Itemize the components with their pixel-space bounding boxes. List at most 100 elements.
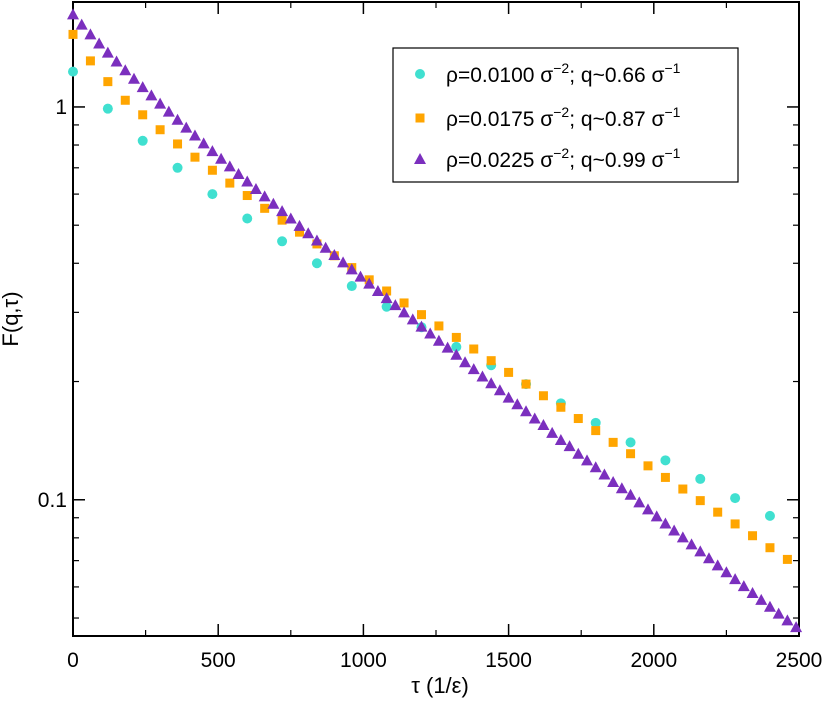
data-point-triangle <box>398 306 411 318</box>
legend-marker-triangle <box>414 153 426 164</box>
data-point-circle <box>172 162 183 173</box>
data-point-triangle <box>554 433 567 445</box>
data-point-triangle <box>188 129 201 141</box>
data-point-triangle <box>93 37 106 49</box>
data-point-square <box>451 332 461 342</box>
data-point-triangle <box>145 89 158 101</box>
data-point-circle <box>660 455 671 466</box>
data-point-triangle <box>302 227 315 239</box>
data-point-triangle <box>563 440 576 452</box>
data-point-triangle <box>328 248 341 260</box>
legend-entry-3: ρ=0.0225 σ−2; q~0.99 σ−1 <box>446 145 681 172</box>
data-point-triangle <box>154 97 167 109</box>
data-point-circle <box>242 213 253 224</box>
data-point-square <box>504 367 514 377</box>
data-point-square <box>782 554 792 564</box>
data-point-triangle <box>615 482 628 494</box>
data-point-triangle <box>537 419 550 431</box>
data-point-triangle <box>485 377 498 389</box>
data-point-triangle <box>668 524 681 536</box>
data-point-triangle <box>641 503 654 515</box>
data-point-triangle <box>720 566 733 578</box>
data-point-triangle <box>520 405 533 417</box>
y-tick-label: 0.1 <box>38 489 67 512</box>
legend-marker-square <box>415 113 425 123</box>
legend-markers <box>414 69 426 164</box>
data-point-triangle <box>119 64 132 76</box>
legend-marker-circle <box>415 69 425 79</box>
data-point-square <box>538 391 548 401</box>
data-point-square <box>573 414 583 424</box>
data-point-triangle <box>171 113 184 125</box>
data-point-square <box>695 496 705 506</box>
data-point-square <box>260 203 270 213</box>
x-tick-label: 1500 <box>485 649 532 672</box>
x-tick-label: 2500 <box>776 649 823 672</box>
data-point-square <box>521 379 531 389</box>
data-point-triangle <box>380 292 393 304</box>
x-tick-label: 2000 <box>630 649 677 672</box>
data-point-triangle <box>406 313 419 325</box>
data-point-triangle <box>354 270 367 282</box>
data-point-triangle <box>772 607 785 619</box>
data-point-square <box>190 152 200 162</box>
data-point-triangle <box>502 391 515 403</box>
data-point-triangle <box>763 600 776 612</box>
axis-ticks <box>72 2 800 636</box>
data-point-square <box>225 178 235 188</box>
data-point-square <box>120 95 130 105</box>
data-point-triangle <box>729 573 742 585</box>
data-point-triangle <box>319 241 332 253</box>
data-point-triangle <box>101 46 114 58</box>
data-point-circle <box>764 510 775 521</box>
data-point-square <box>626 449 636 459</box>
data-point-square <box>138 110 148 120</box>
data-point-triangle <box>223 160 236 172</box>
data-point-square <box>486 356 496 366</box>
data-point-triangle <box>450 348 463 360</box>
data-point-triangle <box>249 183 262 195</box>
data-point-triangle <box>276 205 289 217</box>
y-tick-label: 1 <box>55 96 67 119</box>
data-point-triangle <box>650 510 663 522</box>
data-point-triangle <box>310 234 323 246</box>
data-point-triangle <box>389 299 402 311</box>
data-point-triangle <box>67 8 79 20</box>
data-point-square <box>591 426 601 436</box>
data-point-circle <box>68 66 78 77</box>
data-point-circle <box>590 417 601 428</box>
data-point-triangle <box>685 538 698 550</box>
data-point-triangle <box>581 454 594 466</box>
data-point-square <box>713 507 723 517</box>
data-point-triangle <box>267 197 280 209</box>
data-point-triangle <box>197 137 210 149</box>
data-point-square <box>556 402 566 412</box>
y-axis-title: F(q,τ) <box>0 291 23 346</box>
data-point-triangle <box>459 356 472 368</box>
data-point-triangle <box>127 72 140 84</box>
data-point-triangle <box>589 461 602 473</box>
x-tick-label: 500 <box>201 649 236 672</box>
data-point-triangle <box>711 559 724 571</box>
data-point-circle <box>207 189 218 200</box>
data-point-triangle <box>415 320 428 332</box>
data-point-triangle <box>694 545 707 557</box>
data-point-triangle <box>441 341 454 353</box>
data-point-triangle <box>162 105 175 117</box>
legend: ρ=0.0100 σ−2; q~0.66 σ−1 ρ=0.0175 σ−2; q… <box>392 47 739 183</box>
data-point-triangle <box>572 447 585 459</box>
legend-entry-1: ρ=0.0100 σ−2; q~0.66 σ−1 <box>446 60 681 87</box>
data-point-triangle <box>659 517 672 529</box>
data-point-triangle <box>136 81 149 93</box>
data-point-square <box>277 215 287 225</box>
data-point-triangle <box>607 475 620 487</box>
data-point-circle <box>346 281 357 292</box>
data-point-triangle <box>241 175 254 187</box>
data-point-triangle <box>528 412 541 424</box>
data-point-square <box>207 165 217 175</box>
data-point-square <box>434 321 444 331</box>
data-point-circle <box>695 473 706 484</box>
data-point-triangle <box>363 277 376 289</box>
data-point-circle <box>451 341 462 352</box>
x-tick-label: 1000 <box>340 649 387 672</box>
